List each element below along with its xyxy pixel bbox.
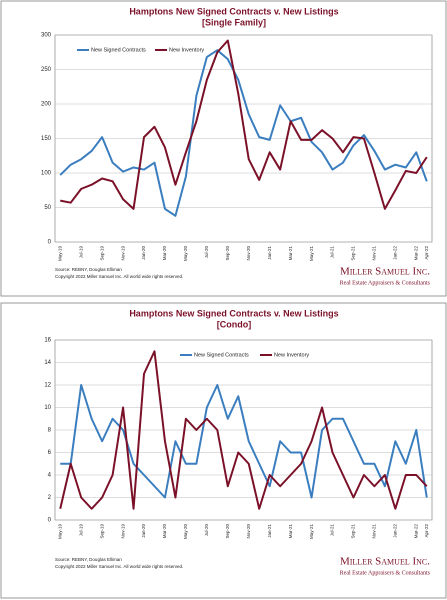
x-tick-label: Sep-19 xyxy=(99,246,104,261)
x-tick-label: Jul-20 xyxy=(204,524,209,537)
legend-label: New Signed Contracts xyxy=(194,352,249,358)
copyright-note: Copyright 2022 Miller Samuel Inc. All wo… xyxy=(55,274,183,279)
y-tick-label: 100 xyxy=(41,171,52,177)
x-tick-label: Nov-20 xyxy=(246,524,251,539)
y-tick-label: 0 xyxy=(48,518,52,524)
copyright-note: Copyright 2022 Miller Samuel Inc. All wo… xyxy=(55,564,183,569)
series-line xyxy=(59,49,428,217)
x-tick-label: Nov-21 xyxy=(372,524,377,539)
x-tick-label: Jul-19 xyxy=(78,246,83,259)
x-tick-label: Jan-20 xyxy=(141,246,146,260)
brand-name: Miller Samuel Inc. xyxy=(340,266,430,278)
x-tick-label: Sep-20 xyxy=(225,524,230,539)
source-note: Source: REBNY, Douglas Elliman xyxy=(55,557,122,562)
x-tick-label: Jul-21 xyxy=(330,524,335,537)
chart-subtitle: [Condo] xyxy=(217,319,251,329)
chart-subtitle: [Single Family] xyxy=(202,17,266,27)
y-tick-label: 250 xyxy=(41,67,52,73)
x-tick-label: May-19 xyxy=(57,246,62,262)
x-tick-label: Jul-20 xyxy=(204,246,209,259)
chart-title: Hamptons New Signed Contracts v. New Lis… xyxy=(129,6,338,16)
brand-tagline: Real Estate Appraisers & Consultants xyxy=(340,280,431,286)
panel-border xyxy=(0,302,447,599)
y-tick-label: 16 xyxy=(44,338,51,344)
y-tick-label: 8 xyxy=(48,428,52,434)
x-tick-label: Apr-22 xyxy=(424,246,429,260)
series-line xyxy=(60,39,428,210)
chart-panel: Hamptons New Signed Contracts v. New Lis… xyxy=(0,0,447,297)
x-tick-label: Mar-20 xyxy=(162,524,167,539)
x-tick-label: Jul-19 xyxy=(78,524,83,537)
y-tick-label: 300 xyxy=(41,33,52,39)
x-tick-label: Mar-21 xyxy=(288,246,293,261)
x-tick-label: Sep-20 xyxy=(225,246,230,261)
x-tick-label: Sep-21 xyxy=(351,246,356,261)
y-tick-label: 200 xyxy=(41,102,52,108)
x-tick-label: May-20 xyxy=(183,246,188,262)
y-tick-label: 0 xyxy=(48,240,52,246)
x-tick-label: Jan-21 xyxy=(267,524,272,538)
x-tick-label: Nov-19 xyxy=(120,524,125,539)
x-tick-label: Sep-19 xyxy=(99,524,104,539)
x-tick-label: Mar-22 xyxy=(413,524,418,539)
y-tick-label: 4 xyxy=(48,473,52,479)
x-tick-label: May-21 xyxy=(309,246,314,262)
source-note: Source: REBNY, Douglas Elliman xyxy=(55,267,122,272)
legend-label: New Inventory xyxy=(274,352,309,358)
x-tick-label: Jan-20 xyxy=(141,524,146,538)
y-tick-label: 6 xyxy=(48,450,52,456)
y-tick-label: 10 xyxy=(44,405,51,411)
brand-name: Miller Samuel Inc. xyxy=(340,556,430,568)
x-tick-label: Sep-21 xyxy=(351,524,356,539)
chart-panel: Hamptons New Signed Contracts v. New Lis… xyxy=(0,302,447,599)
x-tick-label: Jan-22 xyxy=(393,246,398,260)
series-line xyxy=(59,350,428,510)
x-tick-label: Nov-21 xyxy=(372,246,377,261)
series-line xyxy=(60,384,428,499)
y-tick-label: 2 xyxy=(48,495,52,501)
x-tick-label: Jan-22 xyxy=(393,524,398,538)
chart-title: Hamptons New Signed Contracts v. New Lis… xyxy=(129,308,338,318)
y-tick-label: 14 xyxy=(44,360,51,366)
x-tick-label: May-20 xyxy=(183,524,188,540)
x-tick-label: Jan-21 xyxy=(267,246,272,260)
x-tick-label: May-21 xyxy=(309,524,314,540)
x-tick-label: Nov-19 xyxy=(120,246,125,261)
brand-tagline: Real Estate Appraisers & Consultants xyxy=(340,570,431,576)
y-tick-label: 12 xyxy=(44,383,51,389)
x-tick-label: Mar-22 xyxy=(413,246,418,261)
x-tick-label: Jul-21 xyxy=(330,246,335,259)
legend-label: New Signed Contracts xyxy=(91,47,146,53)
x-tick-label: Nov-20 xyxy=(246,246,251,261)
x-tick-label: Mar-21 xyxy=(288,524,293,539)
y-tick-label: 50 xyxy=(44,205,51,211)
y-tick-label: 150 xyxy=(41,136,52,142)
x-tick-label: Apr-22 xyxy=(424,524,429,538)
legend-label: New Inventory xyxy=(169,47,204,53)
x-tick-label: May-19 xyxy=(57,524,62,540)
x-tick-label: Mar-20 xyxy=(162,246,167,261)
